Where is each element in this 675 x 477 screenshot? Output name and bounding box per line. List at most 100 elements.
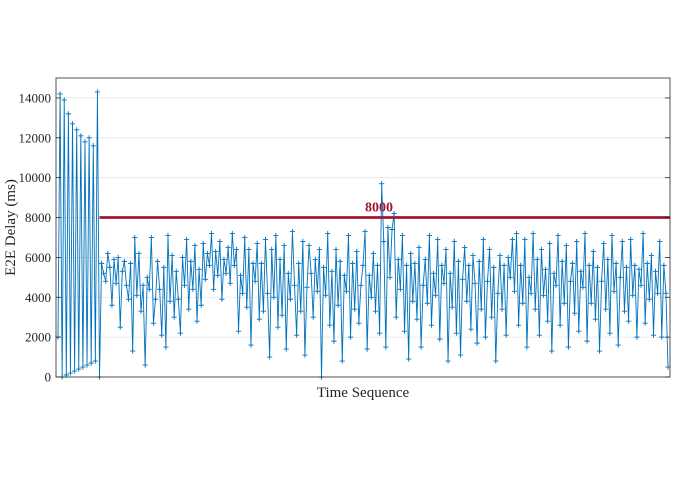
data-point <box>464 298 470 304</box>
data-point <box>148 234 154 241</box>
data-point <box>491 264 497 270</box>
data-point <box>619 238 625 245</box>
data-point <box>154 258 161 264</box>
data-point <box>343 288 350 294</box>
data-point <box>119 268 125 274</box>
series-line-path <box>57 91 669 378</box>
data-point <box>82 139 88 145</box>
data-point <box>225 244 231 251</box>
data-point <box>231 262 237 268</box>
data-point <box>362 228 368 235</box>
data-point <box>381 238 387 245</box>
data-point <box>433 292 439 298</box>
data-point <box>435 236 441 243</box>
data-point <box>337 258 343 264</box>
data-point <box>480 236 486 243</box>
data-point <box>304 284 310 290</box>
data-point <box>565 344 572 350</box>
data-point <box>283 346 289 352</box>
data-point <box>422 256 428 262</box>
data-point <box>192 242 198 249</box>
data-point <box>109 302 115 308</box>
data-point <box>659 334 665 340</box>
data-point <box>244 304 250 310</box>
data-point <box>71 368 78 374</box>
data-point <box>157 286 163 292</box>
y-tick-label: 6000 <box>25 250 51 265</box>
data-point <box>387 274 393 280</box>
data-point <box>534 256 540 262</box>
data-point <box>613 260 619 266</box>
data-point <box>538 246 545 253</box>
data-point <box>437 336 443 342</box>
data-point <box>130 348 136 354</box>
data-point <box>655 290 661 296</box>
data-point <box>256 316 262 322</box>
data-point <box>260 308 267 314</box>
data-point <box>420 282 426 288</box>
data-point <box>601 240 607 247</box>
y-tick-label: 14000 <box>19 90 52 105</box>
data-point <box>217 238 223 245</box>
data-point <box>623 264 630 270</box>
data-point <box>507 274 513 280</box>
data-point <box>501 262 507 268</box>
data-point <box>219 296 225 302</box>
data-point <box>248 342 254 348</box>
data-point <box>264 290 271 296</box>
data-point <box>92 358 98 364</box>
data-point <box>364 346 370 352</box>
data-point <box>204 250 210 257</box>
data-point <box>335 302 341 308</box>
data-point <box>134 292 140 298</box>
data-point <box>650 332 657 338</box>
data-point <box>559 258 565 264</box>
data-point <box>412 260 418 266</box>
data-point <box>88 360 94 366</box>
data-point <box>636 266 642 272</box>
data-point <box>472 280 478 286</box>
data-point <box>555 232 561 239</box>
data-point <box>590 248 596 255</box>
data-point <box>372 308 379 314</box>
data-point <box>275 324 281 330</box>
data-point <box>86 135 92 141</box>
data-point <box>489 314 495 320</box>
data-point <box>401 328 408 334</box>
data-point <box>150 320 157 326</box>
data-point <box>509 236 515 243</box>
data-point <box>605 256 611 262</box>
data-point <box>561 300 567 306</box>
data-point <box>356 320 362 326</box>
data-point <box>246 246 252 253</box>
x-axis-label: Time Sequence <box>317 385 410 401</box>
data-point <box>300 238 306 245</box>
data-point <box>175 296 181 302</box>
data-point <box>310 314 316 320</box>
data-point <box>271 294 277 300</box>
data-point <box>267 354 273 360</box>
data-point <box>395 256 401 262</box>
data-point <box>312 256 318 262</box>
data-point <box>385 224 391 231</box>
data-point <box>542 266 549 272</box>
data-point <box>169 252 175 259</box>
data-point <box>316 246 323 253</box>
data-point <box>383 344 389 350</box>
data-point <box>198 302 204 308</box>
data-point <box>646 296 652 302</box>
data-point <box>609 232 615 239</box>
data-point <box>551 270 557 276</box>
data-point <box>123 282 130 288</box>
data-point <box>215 272 221 278</box>
data-point <box>159 332 165 338</box>
data-point <box>638 282 644 288</box>
data-point <box>107 264 113 270</box>
data-point <box>76 366 82 372</box>
data-point <box>279 312 285 318</box>
data-point <box>80 364 86 370</box>
data-point <box>368 294 374 300</box>
data-point <box>503 332 509 338</box>
data-point <box>661 262 667 268</box>
data-point <box>181 282 188 288</box>
